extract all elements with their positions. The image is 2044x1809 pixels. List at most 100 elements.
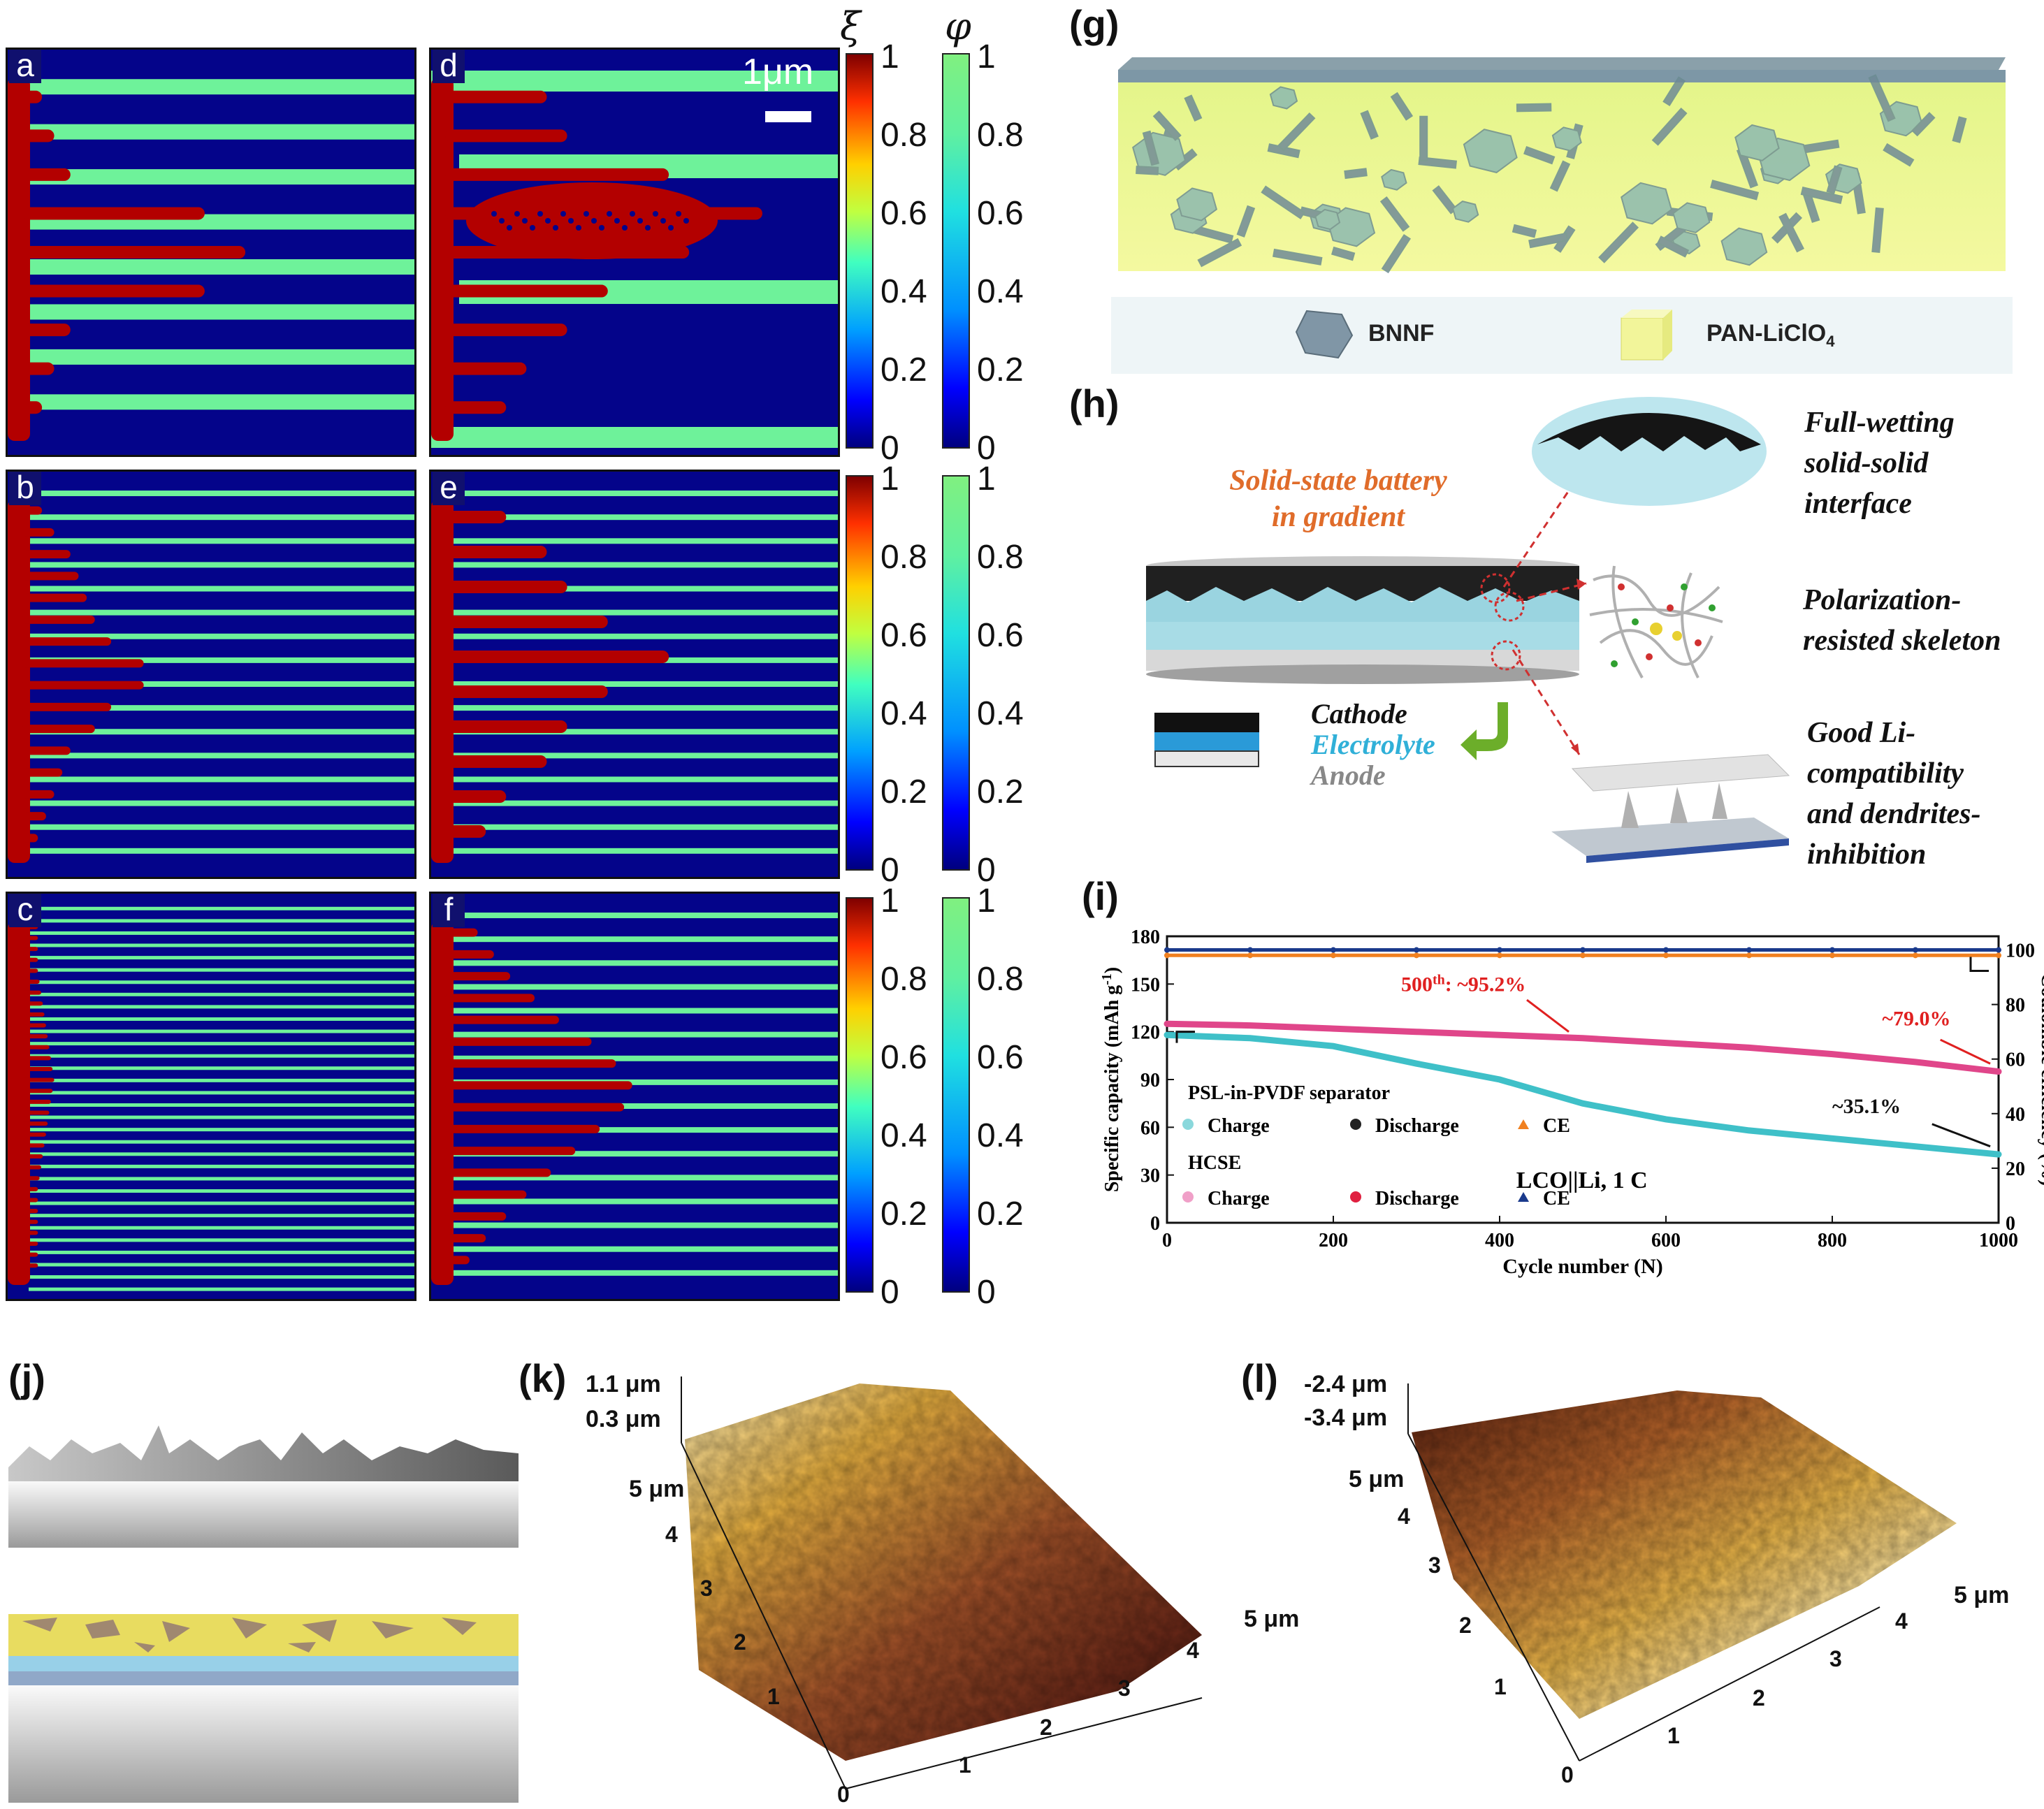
colorbar-tick: 0 xyxy=(977,430,996,467)
dendrite-void xyxy=(584,211,589,217)
bnnf-flake xyxy=(1710,180,1760,201)
data-point xyxy=(1247,1035,1253,1041)
dendrite xyxy=(22,362,55,375)
data-point xyxy=(1829,952,1835,959)
colorbar-tick: 0.8 xyxy=(977,961,1024,998)
layer-electrolyte: Electrolyte xyxy=(1311,729,1435,760)
data-point xyxy=(1913,1143,1918,1149)
dendrite-void xyxy=(645,225,651,231)
data-point xyxy=(1164,952,1170,959)
separator-stripe xyxy=(29,753,414,759)
data-point xyxy=(1164,947,1170,953)
legend-pan-text: PAN-LiClO xyxy=(1706,320,1827,347)
separator-stripe xyxy=(29,1152,414,1156)
dendrite-void xyxy=(653,211,658,217)
separator-stripe xyxy=(452,848,838,854)
bnnf-flake xyxy=(1277,112,1316,152)
data-point xyxy=(1580,1035,1586,1041)
separator-stripe xyxy=(29,800,414,806)
legend-hcse-marker xyxy=(1350,1191,1361,1203)
separator-stripe xyxy=(29,169,414,185)
y2-tick-label: 0 xyxy=(2006,1213,2015,1235)
dendrite xyxy=(445,1212,507,1221)
data-point xyxy=(1497,1032,1502,1038)
legend-hcse-charge: Charge xyxy=(1208,1188,1270,1209)
dendrite-void xyxy=(630,211,635,217)
dendrite-void xyxy=(545,218,551,224)
dendrite xyxy=(445,511,507,523)
separator-stripe xyxy=(29,968,414,972)
bnnf-flake xyxy=(1598,221,1639,263)
scale-bar xyxy=(765,111,811,122)
panel-label-h: (h) xyxy=(1069,382,1119,426)
bnnf-composite-illustration xyxy=(1118,57,2006,274)
feature-interface-l3: interface xyxy=(1804,488,1912,520)
dendrite xyxy=(445,1147,576,1156)
feature-skeleton-l2: resisted skeleton xyxy=(1803,625,2001,657)
colorbar-tick: 0.4 xyxy=(977,1117,1024,1154)
separator-stripe xyxy=(431,71,838,92)
colorbar-tick: 1 xyxy=(880,882,899,920)
legend-bnnf: BNNF xyxy=(1368,320,1435,347)
afm-l-x-3: 3 xyxy=(1829,1646,1842,1671)
annotation-79: ~79.0% xyxy=(1882,1008,1950,1031)
data-point xyxy=(1663,1040,1669,1046)
data-point xyxy=(1913,952,1918,959)
panel-label-i: (i) xyxy=(1082,874,1119,918)
legend-psl-marker xyxy=(1182,1119,1194,1130)
bnnf-flake xyxy=(1184,94,1203,122)
separator-stripe xyxy=(452,514,838,521)
panel-letter-b: b xyxy=(9,472,41,505)
condition-label: LCO||Li, 1 C xyxy=(1516,1168,1648,1193)
polymer-skeleton-illustration xyxy=(1589,565,1723,678)
dendrite xyxy=(22,1132,46,1137)
separator-stripe xyxy=(452,491,838,497)
layer-swatch-cathode xyxy=(1154,713,1259,732)
left-axis-indicator xyxy=(1175,1031,1195,1043)
dendrite-void xyxy=(614,218,620,224)
bnnf-flake xyxy=(1672,202,1711,233)
dendrite xyxy=(22,593,87,602)
legend-pan-sub: 4 xyxy=(1826,332,1835,350)
separator-stripe xyxy=(29,992,414,996)
feature-li-l3: and dendrites- xyxy=(1807,798,1981,830)
colorbar-tick: 0.4 xyxy=(880,695,927,732)
afm-l-origin: 0 xyxy=(1561,1762,1574,1787)
separator-stripe xyxy=(452,729,838,735)
colorbar-tick: 0.6 xyxy=(880,195,927,232)
dendrite-void xyxy=(491,211,497,217)
data-point xyxy=(1829,947,1835,953)
annotation-arrow xyxy=(1526,998,1570,1033)
separator-stripe xyxy=(29,538,414,544)
dendrite xyxy=(22,129,55,143)
y2-tick-label: 20 xyxy=(2006,1158,2025,1180)
dendrite xyxy=(22,506,43,515)
bnnf-flake xyxy=(1269,86,1298,110)
dendrite xyxy=(22,324,71,337)
data-point xyxy=(1580,947,1586,953)
dendrite xyxy=(22,90,43,103)
colorbar-tick: 0.6 xyxy=(977,1039,1024,1076)
afm-l-x-1: 1 xyxy=(1667,1723,1680,1748)
layer-swatch-anode xyxy=(1154,750,1259,767)
panel-label-k: (k) xyxy=(519,1356,567,1400)
dendrite xyxy=(22,246,246,259)
dendrite-void xyxy=(599,225,604,231)
dendrite xyxy=(445,685,608,698)
separator-stripe xyxy=(452,753,838,759)
dendrite xyxy=(22,637,112,646)
separator-stripe xyxy=(452,609,838,616)
separator-stripe xyxy=(29,1287,414,1291)
layer-anode: Anode xyxy=(1311,760,1386,791)
afm-k-y-3: 3 xyxy=(700,1576,713,1601)
separator-stripe xyxy=(452,1175,838,1181)
colorbar-tick: 0 xyxy=(977,852,996,889)
separator-stripe xyxy=(29,1177,414,1181)
dendrite-void xyxy=(668,225,674,231)
afm-l-y-3: 3 xyxy=(1428,1553,1441,1578)
dendrite xyxy=(22,957,38,962)
dendrite xyxy=(22,1056,51,1061)
lithium-dendrites xyxy=(8,500,144,863)
legend-box-g xyxy=(1111,297,2013,374)
feature-interface: Full-wetting solid-solid interface xyxy=(1804,402,1955,524)
